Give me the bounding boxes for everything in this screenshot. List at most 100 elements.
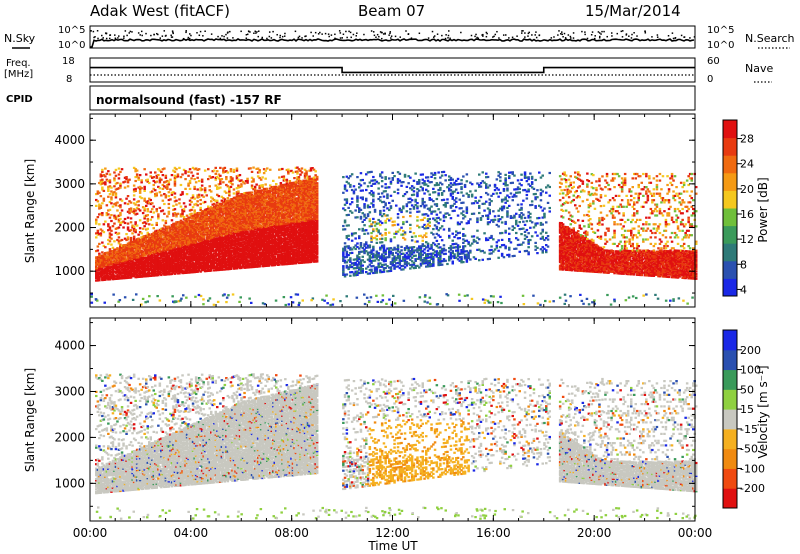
range-cell	[184, 188, 187, 190]
range-cell	[127, 203, 130, 205]
range-cell	[183, 208, 186, 210]
range-cell	[169, 198, 172, 200]
freq-line	[90, 68, 695, 73]
range-cell	[109, 240, 112, 242]
nsearch-dot	[189, 38, 191, 40]
nsearch-dot	[172, 33, 174, 35]
range-cell	[184, 170, 187, 172]
nsearch-dot	[474, 36, 476, 38]
nsearch-dot	[524, 36, 526, 38]
nsearch-dot	[636, 35, 638, 37]
nsearch-dot	[673, 38, 675, 40]
range-cell	[193, 188, 196, 190]
nsearch-dot	[411, 37, 413, 39]
nsearch-dot	[295, 31, 297, 32]
range-cell	[204, 201, 207, 203]
range-cell	[180, 176, 183, 178]
range-cell	[195, 181, 198, 183]
range-cell	[258, 169, 261, 171]
range-cell	[137, 200, 140, 202]
power-panel-bg	[90, 114, 695, 307]
range-cell	[204, 191, 207, 193]
range-cell	[196, 188, 199, 190]
nsearch-dot	[188, 37, 190, 39]
range-cell	[127, 223, 130, 225]
nsearch-dot	[377, 34, 379, 36]
range-cell	[145, 223, 148, 225]
range-cell	[143, 209, 146, 211]
range-cell	[133, 198, 136, 200]
nsearch-dot	[445, 38, 447, 40]
nsearch-dot	[258, 36, 260, 38]
nsearch-dot	[101, 35, 103, 37]
range-cell	[139, 227, 142, 229]
nsearch-dot	[118, 35, 120, 37]
range-cell	[143, 217, 146, 219]
nsearch-dot	[611, 35, 613, 37]
nsearch-dot	[495, 34, 497, 36]
nsearch-dot	[381, 32, 383, 34]
range-cell	[156, 181, 159, 183]
range-cell	[219, 187, 222, 189]
nsearch-dot	[694, 36, 696, 38]
range-cell	[140, 187, 143, 189]
range-cell	[103, 200, 106, 202]
range-cell	[186, 193, 189, 195]
range-cell	[251, 191, 254, 193]
nsearch-dot	[284, 35, 286, 37]
range-cell	[110, 238, 113, 240]
range-cell	[243, 182, 246, 184]
range-cell	[219, 175, 222, 177]
nsearch-dot	[564, 33, 566, 35]
nsearch-dot	[689, 37, 691, 39]
nsearch-dot	[388, 34, 390, 36]
noise-tick-bottom-left: 10^0	[58, 40, 85, 51]
range-cell	[109, 248, 112, 250]
range-cell	[252, 167, 255, 169]
range-cell	[156, 192, 159, 194]
range-cell	[106, 204, 109, 206]
nsearch-dot	[102, 37, 104, 39]
range-cell	[107, 188, 110, 190]
range-cell	[184, 172, 187, 174]
range-cell	[128, 179, 131, 181]
nsearch-dot	[298, 37, 300, 39]
range-cell	[116, 209, 119, 211]
range-cell	[183, 202, 186, 204]
range-cell	[175, 215, 178, 217]
range-cell	[168, 181, 171, 183]
noise-tick-bottom-right: 10^0	[707, 40, 734, 51]
range-cell	[198, 180, 201, 182]
nsearch-dot	[476, 37, 478, 39]
range-cell	[215, 173, 218, 175]
freq-label-1: Freq.	[6, 58, 31, 69]
range-cell	[215, 179, 218, 181]
range-cell	[128, 212, 131, 214]
range-cell	[130, 229, 133, 231]
range-cell	[142, 212, 145, 214]
range-cell	[168, 203, 171, 205]
nsearch-dot	[345, 31, 347, 33]
nsearch-dot	[448, 30, 450, 32]
range-cell	[124, 202, 127, 204]
nsearch-dot	[594, 35, 596, 37]
range-cell	[113, 179, 116, 181]
range-cell	[137, 204, 140, 206]
range-cell	[136, 173, 139, 175]
nsearch-dot	[381, 38, 383, 40]
range-cell	[133, 185, 136, 187]
noise-tick-top-right: 10^5	[707, 25, 734, 36]
nsearch-dot	[160, 37, 162, 39]
nsearch-dot	[199, 35, 201, 37]
freq-label-2: [MHz]	[4, 69, 33, 80]
range-cell	[137, 177, 140, 179]
cpid-label: CPID	[6, 94, 33, 105]
nsearch-dot	[334, 34, 336, 36]
nsearch-dot	[262, 37, 264, 39]
nsearch-dot	[584, 34, 586, 36]
range-cell	[199, 207, 202, 209]
nsearch-dot	[130, 31, 132, 33]
range-cell	[258, 171, 261, 173]
nsearch-dot	[227, 37, 229, 39]
range-cell	[119, 206, 122, 208]
